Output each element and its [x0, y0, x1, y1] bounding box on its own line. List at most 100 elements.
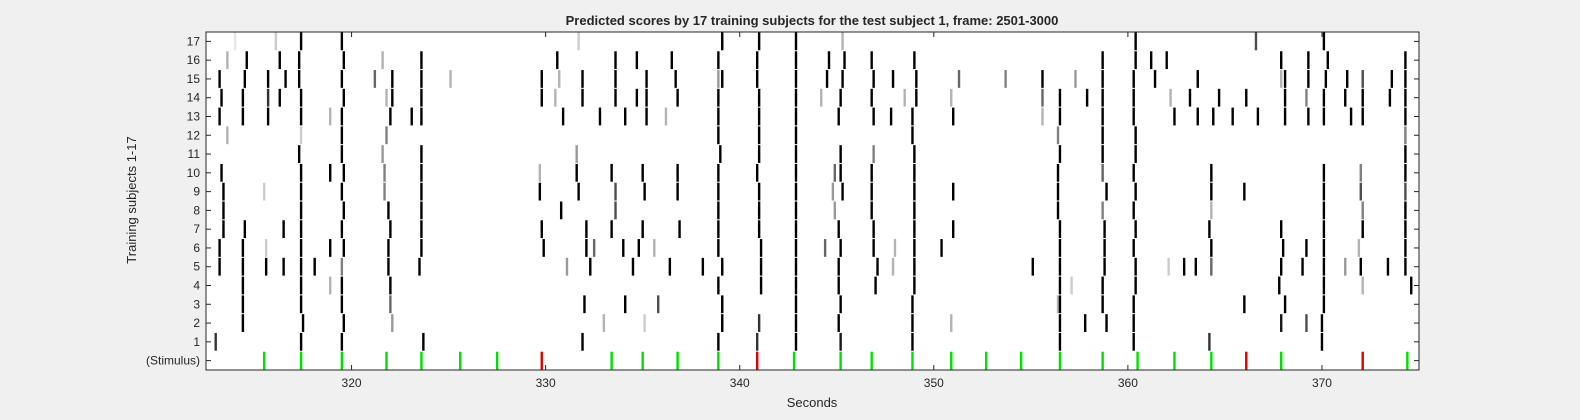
score-mark: [1359, 182, 1362, 201]
score-mark: [1361, 70, 1364, 88]
score-mark: [538, 163, 542, 182]
score-mark: [1132, 163, 1135, 182]
score-mark: [794, 220, 798, 239]
score-mark: [340, 126, 344, 145]
score-mark: [1056, 163, 1060, 182]
score-mark: [297, 145, 301, 163]
score-mark: [1058, 107, 1062, 126]
score-mark: [1324, 70, 1328, 88]
score-mark: [1305, 314, 1308, 332]
score-mark: [218, 70, 221, 88]
score-mark: [622, 239, 625, 257]
score-mark: [1210, 163, 1213, 182]
score-mark: [839, 239, 842, 257]
score-mark: [891, 70, 895, 88]
score-mark: [645, 107, 648, 126]
score-mark: [1041, 70, 1044, 88]
score-mark: [757, 88, 761, 107]
score-mark: [841, 182, 844, 201]
score-mark: [839, 145, 842, 163]
score-mark: [274, 32, 278, 51]
score-mark: [645, 88, 648, 107]
score-mark: [635, 51, 639, 70]
score-mark: [1322, 163, 1326, 182]
score-mark: [657, 295, 660, 314]
score-mark: [1132, 70, 1135, 88]
score-mark: [1105, 314, 1108, 332]
score-marks: [214, 32, 1413, 351]
score-mark: [449, 70, 452, 88]
score-mark: [243, 70, 247, 88]
stimulus-marker-green: [1280, 351, 1283, 370]
score-mark: [1173, 107, 1176, 126]
score-mark: [889, 107, 893, 126]
score-mark: [540, 70, 543, 88]
stimulus-marker-red: [1361, 351, 1364, 370]
score-mark: [385, 88, 388, 107]
score-mark: [641, 163, 644, 182]
score-mark: [1169, 88, 1172, 107]
score-mark: [1058, 88, 1062, 107]
score-mark: [391, 314, 394, 332]
score-mark: [870, 201, 873, 220]
score-mark: [614, 201, 617, 220]
score-mark: [653, 239, 656, 257]
score-mark: [214, 332, 217, 351]
score-mark: [297, 70, 301, 88]
score-mark: [1361, 88, 1364, 107]
score-mark: [610, 163, 613, 182]
stimulus-marker-green: [263, 351, 266, 370]
score-mark: [1322, 276, 1326, 295]
stimulus-marker-green: [1406, 351, 1409, 370]
score-mark: [1386, 257, 1390, 276]
score-mark: [583, 295, 586, 314]
score-mark: [794, 239, 798, 257]
score-mark: [387, 201, 390, 220]
y-tick-label: 2: [193, 316, 200, 330]
score-mark: [839, 163, 842, 182]
score-mark: [1132, 239, 1135, 257]
score-mark: [1322, 257, 1326, 276]
score-mark: [1305, 88, 1308, 107]
score-mark: [561, 107, 565, 126]
score-mark: [1058, 332, 1062, 351]
score-mark: [1103, 257, 1106, 276]
y-axis-label: Training subjects 1-17: [124, 136, 139, 263]
stimulus-marker-green: [792, 351, 796, 370]
score-mark: [794, 332, 798, 351]
score-mark: [575, 163, 578, 182]
score-mark: [1280, 220, 1283, 239]
stimulus-marker-red: [755, 351, 759, 370]
score-mark: [1103, 239, 1106, 257]
y-tick-label: 3: [193, 297, 200, 311]
y-tick-label: 7: [193, 222, 200, 236]
score-mark: [825, 70, 829, 88]
score-mark: [721, 70, 724, 88]
score-mark: [340, 32, 344, 51]
score-mark: [554, 88, 557, 107]
y-tick-label: (Stimulus): [146, 354, 200, 368]
score-mark: [589, 257, 592, 276]
score-mark: [1245, 88, 1248, 107]
score-mark: [381, 51, 384, 70]
score-mark: [1349, 107, 1353, 126]
score-mark: [1280, 314, 1283, 332]
score-mark: [1134, 126, 1137, 145]
score-mark: [220, 163, 223, 182]
score-mark: [297, 51, 301, 70]
score-mark: [717, 201, 720, 220]
score-mark: [266, 107, 270, 126]
score-mark: [1132, 107, 1135, 126]
score-mark: [755, 51, 759, 70]
score-mark: [717, 332, 720, 351]
score-mark: [1083, 314, 1087, 332]
score-mark: [915, 70, 918, 88]
score-mark: [301, 314, 305, 332]
stimulus-marker-green: [1173, 351, 1176, 370]
y-tick-label: 11: [188, 147, 201, 161]
score-mark: [391, 88, 394, 107]
score-mark: [913, 163, 916, 182]
score-mark: [1390, 70, 1394, 88]
score-mark: [241, 295, 245, 314]
